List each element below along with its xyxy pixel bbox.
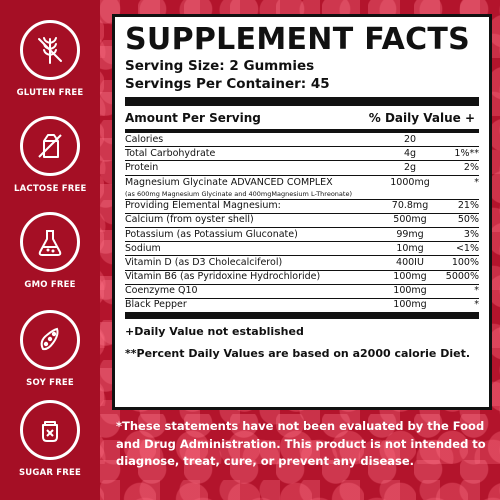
table-row: Calories 20 (125, 133, 479, 148)
badge-gluten-free: GLUTEN FREE (14, 20, 86, 98)
nutrient-name-text: Calories (125, 133, 164, 145)
serving-size: Serving Size: 2 Gummies (125, 58, 315, 74)
nutrient-name: Calories (125, 133, 381, 147)
nutrient-amount: 400IU (396, 256, 424, 268)
nutrient-name-text: Protein (125, 161, 159, 173)
nutrient-daily-value: * (474, 285, 479, 297)
nutrient-name: Sodium (125, 242, 381, 256)
nutrient-name: Protein (125, 161, 381, 175)
nutrient-name-text: Total Carbohydrate (125, 147, 216, 159)
nutrient-amount: 1000mg (390, 176, 430, 188)
fda-disclaimer: *These statements have not been evaluate… (116, 419, 486, 468)
nutrient-amount: 500mg (393, 214, 427, 226)
nutrient-name: Potassium (as Potassium Gluconate) (125, 228, 381, 242)
nutrient-daily-value: 100% (451, 256, 479, 268)
badge-gmo-free: GMO FREE (14, 212, 86, 290)
table-row: Calcium (from oyster shell) 500mg 50% (125, 214, 479, 228)
nutrient-name-text: Vitamin B6 (as Pyridoxine Hydrochloride) (125, 271, 321, 283)
nutrient-daily-value: 1%** (454, 147, 479, 159)
nutrient-daily-value: 21% (457, 200, 479, 212)
nutrient-name: Vitamin D (as D3 Cholecalciferol) (125, 256, 381, 270)
nutrient-name: Vitamin B6 (as Pyridoxine Hydrochloride) (125, 270, 381, 284)
table-row: Providing Elemental Magnesium: 70.8mg 21% (125, 200, 479, 214)
nutrient-daily-value: 3% (463, 228, 479, 240)
table-row: Coenzyme Q10 100mg * (125, 285, 479, 299)
nutrient-amount: 100mg (393, 285, 427, 297)
badge-label: GMO FREE (24, 280, 76, 290)
badge-rail: GLUTEN FREE LACTOSE FREE GMO FREE SOY FR… (0, 0, 100, 500)
nutrient-daily-value: * (474, 299, 479, 311)
header-daily-value: % Daily Value + (368, 111, 475, 125)
nutrient-daily-value: <1% (455, 242, 479, 254)
table-row: Vitamin D (as D3 Cholecalciferol) 400IU 10… (125, 256, 479, 271)
milk-carton-crossed-icon (20, 116, 80, 176)
nutrient-daily-value: 5000% (445, 271, 479, 283)
table-header: Amount Per Serving % Daily Value + (125, 106, 479, 129)
nutrient-name: Coenzyme Q10 (125, 284, 381, 298)
nutrient-name: Total Carbohydrate (125, 147, 381, 161)
badge-lactose-free: LACTOSE FREE (14, 116, 86, 194)
panel-title: SUPPLEMENT FACTS (125, 22, 471, 57)
nutrient-name-text: Sodium (125, 242, 161, 254)
nutrient-amount: 4g (403, 147, 417, 159)
nutrient-amount: 2g (403, 161, 417, 173)
nutrient-amount: 99mg (396, 228, 424, 240)
badge-label: GLUTEN FREE (16, 88, 84, 98)
nutrient-amount: 20 (403, 133, 417, 145)
divider-bottom (125, 313, 479, 320)
nutrient-name: Providing Elemental Magnesium: (125, 199, 381, 213)
nutrient-name-text: Vitamin D (as D3 Cholecalciferol) (125, 256, 283, 268)
nutrient-name-text: Magnesium Glycinate ADVANCED COMPLEX (125, 176, 333, 188)
sugar-jar-crossed-icon (20, 400, 80, 460)
nutrient-name: Black Pepper (125, 298, 381, 312)
nutrient-amount: 100mg (393, 271, 427, 283)
table-row: Black Pepper 100mg * (125, 298, 479, 314)
table-row: Magnesium Glycinate ADVANCED COMPLEX (as … (125, 176, 479, 200)
footnote-dv-not-established: +Daily Value not established (125, 325, 304, 339)
nutrient-name-text: Black Pepper (125, 299, 187, 311)
nutrient-name: Magnesium Glycinate ADVANCED COMPLEX (as … (125, 176, 381, 199)
nutrient-amount: 70.8mg (391, 200, 429, 212)
nutrient-name-text: Potassium (as Potassium Gluconate) (125, 228, 298, 240)
badge-label: SUGAR FREE (18, 468, 82, 478)
badge-label: LACTOSE FREE (14, 184, 87, 194)
badge-soy-free: SOY FREE (14, 310, 86, 388)
header-amount: Amount Per Serving (125, 111, 261, 125)
nutrient-subtext: (as 600mg Magnesium Glycinate and 400mgM… (125, 189, 352, 198)
soy-pod-icon (20, 310, 80, 370)
nutrient-daily-value: 2% (463, 161, 479, 173)
table-row: Vitamin B6 (as Pyridoxine Hydrochloride)… (125, 271, 479, 285)
wheat-crossed-icon (20, 20, 80, 80)
nutrient-name: Calcium (from oyster shell) (125, 213, 381, 227)
nutrient-name-text: Calcium (from oyster shell) (125, 214, 254, 226)
table-row: Total Carbohydrate 4g 1%** (125, 147, 479, 162)
nutrient-daily-value: * (474, 176, 479, 188)
servings-per-container: Servings Per Container: 45 (125, 76, 330, 92)
flask-icon (20, 212, 80, 272)
table-row: Protein 2g 2% (125, 161, 479, 176)
table-row: Potassium (as Potassium Gluconate) 99mg 3% (125, 228, 479, 243)
divider-medium (125, 129, 479, 133)
badge-label: SOY FREE (26, 378, 74, 388)
badge-sugar-free: SUGAR FREE (14, 400, 86, 478)
nutrient-daily-value: 50% (457, 214, 479, 226)
divider-thick (125, 97, 479, 106)
table-row: Sodium 10mg <1% (125, 242, 479, 257)
nutrient-amount: 100mg (393, 299, 427, 311)
supplement-facts-panel: SUPPLEMENT FACTS Serving Size: 2 Gummies… (112, 14, 492, 410)
nutrient-table: Calories 20 Total Carbohydrate 4g 1%** Protei… (125, 133, 479, 314)
nutrient-name-text: Providing Elemental Magnesium: (125, 200, 281, 212)
nutrient-name-text: Coenzyme Q10 (125, 285, 198, 297)
nutrient-amount: 10mg (396, 242, 424, 254)
footnote-percent-dv: **Percent Daily Values are based on a200… (125, 347, 471, 361)
